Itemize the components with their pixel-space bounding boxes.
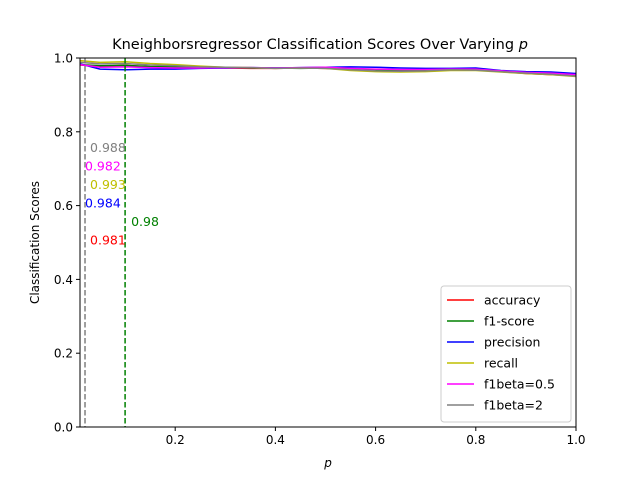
legend-box [440,285,572,423]
y-tick-label: 0.4 [54,273,73,287]
score-annotation: 0.98 [131,214,159,229]
x-tick-label: 0.6 [366,433,385,447]
x-tick-label: 0.4 [266,433,285,447]
score-annotation: 0.981 [90,232,126,247]
x-tick-label: 0.2 [166,433,185,447]
score-annotation: 0.984 [85,196,121,211]
legend-label: f1-score [484,314,535,329]
y-axis-label: Classification Scores [28,181,42,304]
legend-label: f1beta=2 [484,398,543,413]
legend-label: f1beta=0.5 [484,377,555,392]
series-line-f1beta-2 [79,61,577,77]
y-tick-label: 1.0 [54,52,73,66]
score-annotation: 0.982 [85,159,121,174]
legend-label: precision [484,335,540,350]
y-tick-label: 0.2 [54,347,73,361]
chart-title: Kneighborsregressor Classification Score… [112,37,528,53]
x-axis-label: p [323,456,332,470]
y-tick-label: 0.0 [54,421,73,435]
plot-frame [79,57,577,428]
score-annotation: 0.993 [90,177,126,192]
y-tick-label: 0.6 [54,199,73,213]
x-tick-label: 0.8 [466,433,485,447]
y-tick-label: 0.8 [54,125,73,139]
series-line-f1beta-0-5 [79,63,577,76]
legend-label: accuracy [484,293,541,308]
x-tick-label: 1.0 [566,433,585,447]
score-annotation: 0.988 [90,140,126,155]
legend-label: recall [484,356,518,371]
